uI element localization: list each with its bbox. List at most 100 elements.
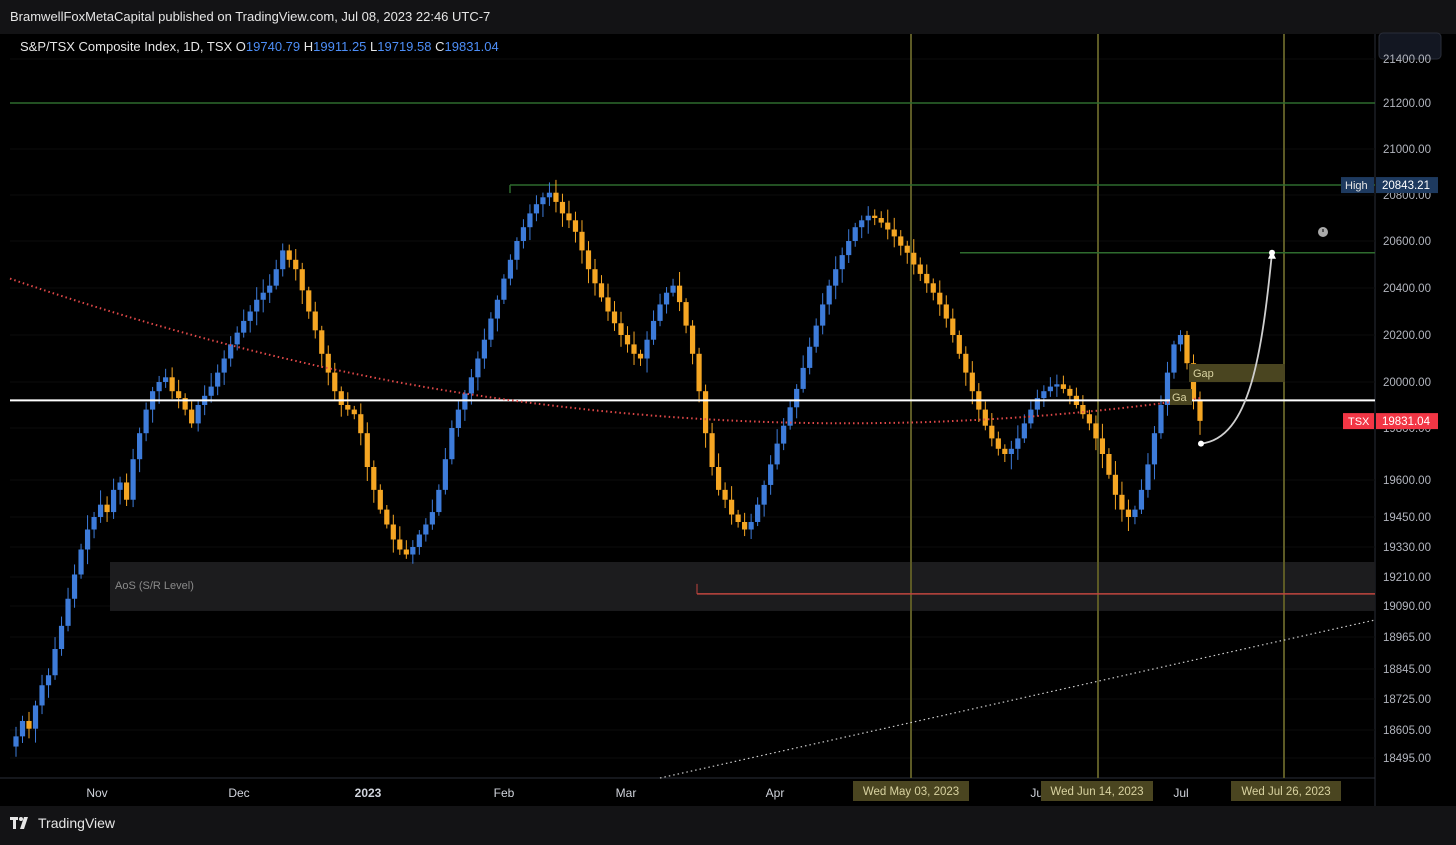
high-label: High (1345, 180, 1368, 192)
gap-box-small (1170, 389, 1192, 405)
footer-bar (0, 806, 1456, 845)
y-axis-tick-label: 20600.00 (1383, 236, 1431, 248)
candle-body (312, 311, 318, 331)
candle-body (468, 377, 474, 394)
candle-body (137, 433, 143, 460)
candle-body (592, 269, 598, 284)
candle-body (1112, 474, 1119, 495)
candle-body (813, 325, 819, 347)
gap-label: Gap (1193, 368, 1214, 380)
x-axis-label: Jul (1173, 786, 1188, 800)
candle-body (1099, 438, 1106, 454)
candle-body (123, 482, 130, 500)
candle-body (143, 409, 149, 434)
candle-body (748, 522, 754, 530)
trend-line (659, 619, 1376, 779)
candle-body (455, 409, 461, 428)
candle-body (969, 372, 975, 392)
candle-body (507, 259, 514, 279)
top-bar: BramwellFoxMetaCapital published on Trad… (0, 0, 1456, 34)
candle-body (644, 339, 650, 359)
high-value: 20843.21 (1382, 180, 1430, 192)
candle-body (299, 269, 305, 291)
candle-body (963, 353, 969, 373)
candle-body (846, 241, 852, 256)
candle-body (924, 273, 930, 284)
candle-body (1028, 409, 1034, 424)
date-marker-label: Wed Jul 26, 2023 (1241, 786, 1330, 798)
tradingview-logo[interactable]: TradingView (10, 815, 115, 831)
candle-body (110, 489, 117, 513)
y-axis-tick-label: 18495.00 (1383, 753, 1431, 765)
candle-body (989, 425, 995, 439)
candle-body (546, 192, 553, 198)
y-axis-tick-label: 19600.00 (1383, 475, 1431, 487)
high-value-box (1376, 177, 1438, 194)
title-text: S&P/TSX Composite Index, 1D, TSX (20, 39, 236, 54)
candle-body (436, 489, 442, 513)
y-axis-tick-label: 19450.00 (1383, 512, 1431, 524)
candle-body (403, 549, 409, 555)
candle-body (1047, 386, 1053, 392)
candle-body (260, 292, 266, 300)
candle-body (358, 414, 364, 434)
candle-body (501, 278, 507, 300)
price-chart[interactable]: AoS (S/R Level) Gap Ga 21400.00 21200.00 2100… (0, 0, 1456, 806)
ohlc-key-C: C (435, 39, 444, 54)
candle-body (605, 297, 611, 312)
candle-body (943, 304, 949, 319)
candle-body (371, 467, 377, 490)
candle-body (761, 484, 767, 505)
x-axis-label: Nov (86, 786, 107, 800)
candle-body (1125, 509, 1132, 517)
candle-body (280, 250, 286, 270)
candle-body (774, 443, 780, 465)
candle-body (1119, 494, 1125, 510)
candle-body (1184, 335, 1190, 364)
candle-body (221, 358, 227, 373)
candle-body (689, 325, 696, 354)
arrow-head (1268, 250, 1276, 259)
candle-body (611, 311, 618, 324)
candle-body (527, 213, 533, 228)
candle-body (715, 467, 722, 490)
candle-body (735, 514, 741, 522)
gap-label-small: Ga (1172, 392, 1188, 404)
candle-body (520, 227, 527, 241)
ohlc-value-L: 19719.58 (377, 39, 435, 54)
candle-body (397, 539, 403, 550)
candle-body (878, 218, 884, 223)
candle-body (1015, 438, 1021, 449)
ohlc-value-O: 19740.79 (246, 39, 304, 54)
candle-body (78, 549, 84, 575)
candle-body (117, 482, 123, 490)
candle-body (1158, 405, 1164, 434)
y-axis-tick-label: 18965.00 (1383, 632, 1431, 644)
candle-body (462, 393, 468, 410)
candle-body (950, 318, 956, 335)
candle-body (1041, 391, 1047, 399)
candle-body (104, 504, 110, 513)
candle-body (286, 250, 292, 260)
x-axis-label: Mar (616, 786, 637, 800)
candle-body (533, 204, 540, 214)
candle-body (130, 459, 136, 500)
candle-body (781, 425, 787, 444)
tsx-value: 19831.04 (1382, 416, 1431, 428)
candle-body (234, 332, 240, 345)
candle-body (722, 489, 728, 500)
candle-body (637, 353, 644, 359)
candle-body (1008, 448, 1014, 454)
candle-body (65, 598, 71, 626)
candle-body (833, 269, 839, 286)
candle-body (84, 529, 91, 550)
candle-body (670, 285, 676, 293)
y-axis-tick-label: 18845.00 (1383, 664, 1431, 676)
support-zone-label: AoS (S/R Level) (115, 580, 194, 592)
candle-body (1145, 464, 1151, 490)
candle-body (1021, 423, 1027, 439)
moving-average-line (9, 277, 1201, 425)
candle-body (429, 512, 435, 525)
candle-body (1197, 400, 1203, 421)
candle-body (1086, 414, 1093, 424)
